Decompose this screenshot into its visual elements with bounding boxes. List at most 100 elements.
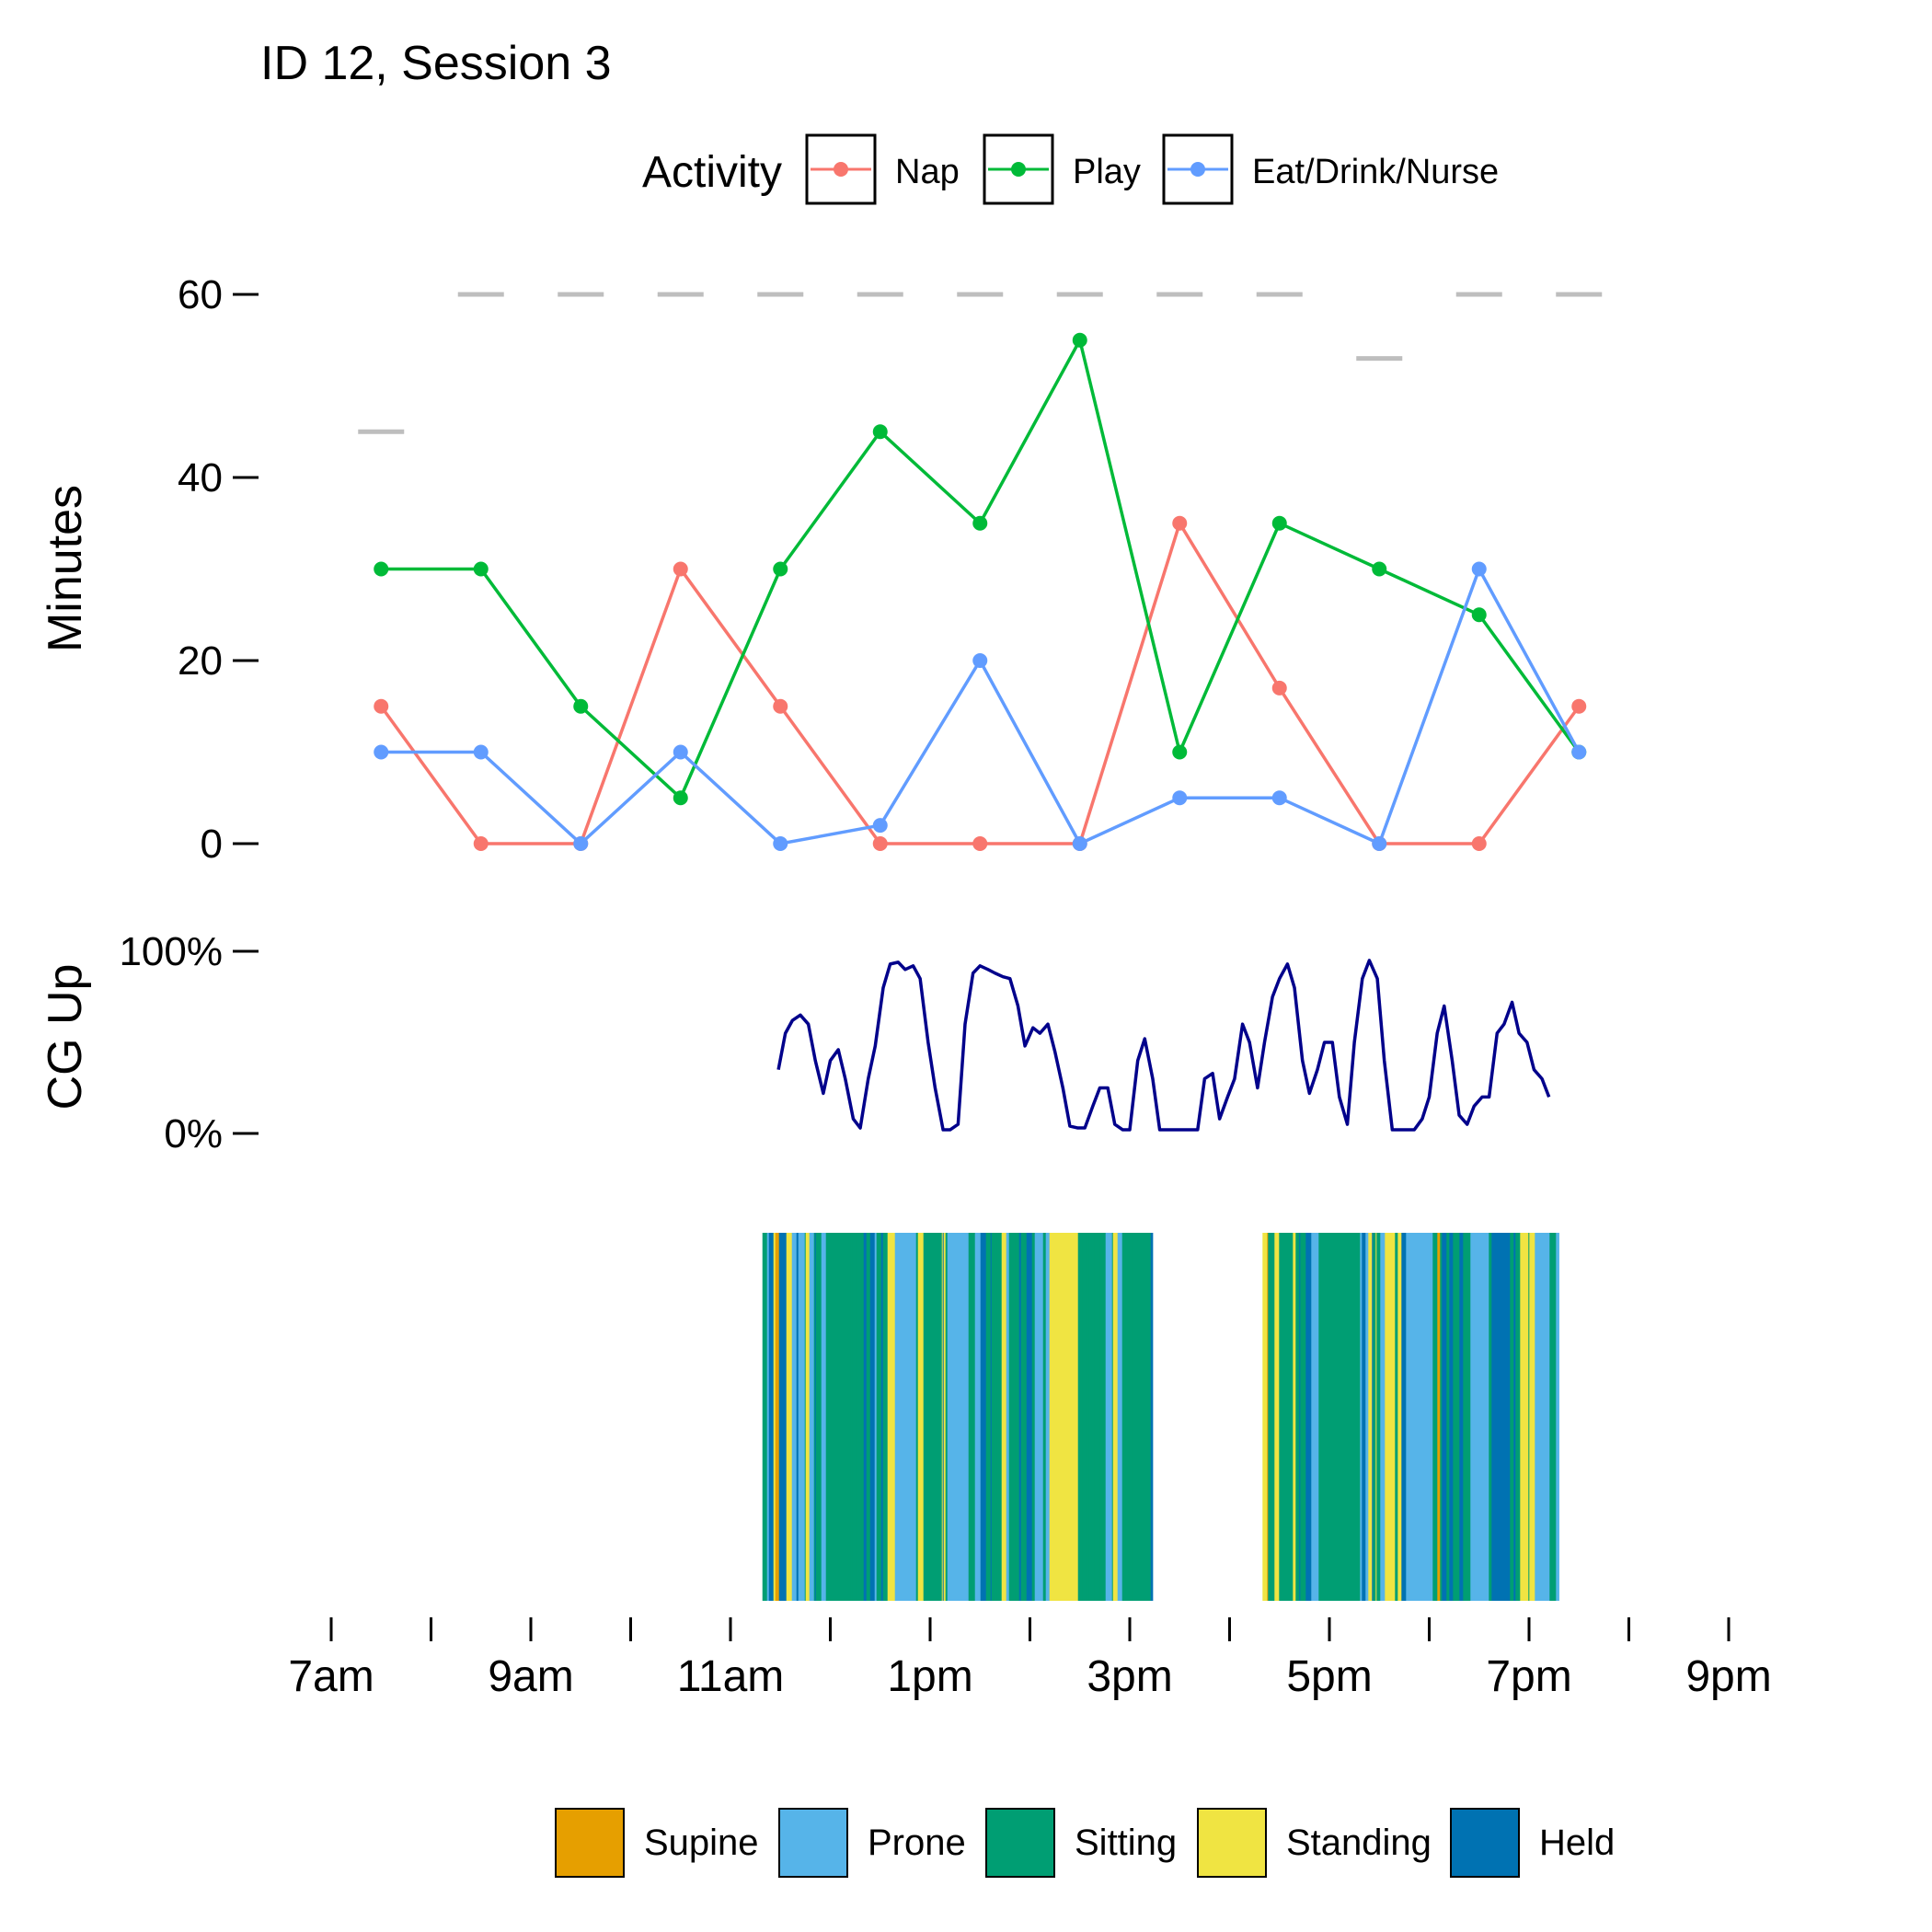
posture-stripe-sitting	[945, 1233, 949, 1601]
point-play	[473, 561, 489, 577]
posture-stripe-sitting	[1121, 1233, 1127, 1601]
point-play	[1172, 744, 1188, 760]
posture-stripe-sitting	[1088, 1233, 1096, 1601]
posture-stripe-sitting	[825, 1233, 852, 1601]
posture-stripe-supine	[1267, 1233, 1269, 1601]
posture-stripe-held	[1494, 1233, 1511, 1601]
posture-stripe-sitting	[1111, 1233, 1114, 1601]
posture-stripe-held	[1401, 1233, 1407, 1601]
posture-legend: Supine Prone Sitting Standing Held	[555, 1808, 1615, 1878]
posture-stripe-standing	[1385, 1233, 1390, 1601]
posture-stripe-standing	[887, 1233, 893, 1601]
posture-stripe-held	[1449, 1233, 1454, 1601]
point-eat	[673, 744, 688, 760]
posture-stripe-prone	[1037, 1233, 1044, 1601]
posture-stripe-sitting	[1489, 1233, 1492, 1601]
legend-label-standing: Standing	[1286, 1823, 1432, 1863]
posture-stripe-held	[869, 1233, 876, 1601]
cg-y-tick-label: 0%	[164, 1111, 223, 1156]
point-eat	[1072, 836, 1087, 851]
posture-stripe-sitting	[878, 1233, 882, 1601]
posture-stripe-prone	[1365, 1233, 1369, 1601]
point-eat	[573, 836, 589, 851]
x-tick-label: 9pm	[1685, 1652, 1771, 1701]
posture-stripe-prone	[974, 1233, 982, 1601]
posture-stripe-sitting	[1280, 1233, 1286, 1601]
posture-stripe-standing	[805, 1233, 811, 1601]
posture-stripe-sitting	[915, 1233, 919, 1601]
point-eat	[773, 836, 788, 851]
posture-stripe-held	[863, 1233, 867, 1601]
posture-stripe-sitting	[1295, 1233, 1300, 1601]
posture-stripe-sitting	[1279, 1233, 1281, 1601]
point-play	[773, 561, 788, 577]
posture-stripe-prone	[1383, 1233, 1386, 1601]
posture-stripe-sitting	[1015, 1233, 1020, 1601]
cg-y-tick-label: 100%	[119, 929, 223, 974]
posture-stripe-prone	[1470, 1233, 1475, 1601]
point-eat	[473, 744, 489, 760]
legend-swatch-held	[1450, 1808, 1520, 1878]
point-nap	[1571, 698, 1587, 714]
posture-stripe-prone	[874, 1233, 878, 1601]
legend-label-sitting: Sitting	[1075, 1823, 1177, 1863]
series-lines	[379, 335, 1581, 846]
posture-stripe-prone	[947, 1233, 970, 1601]
posture-stripe-sitting	[1270, 1233, 1275, 1601]
posture-stripe-sitting	[1008, 1233, 1011, 1601]
x-tick-label: 1pm	[887, 1652, 972, 1701]
posture-stripe-sitting	[1338, 1233, 1361, 1601]
posture-stripe-standing	[1522, 1233, 1524, 1601]
posture-stripe-held	[1018, 1233, 1022, 1601]
posture-stripe-sitting	[985, 1233, 992, 1601]
point-play	[673, 790, 688, 806]
legend-swatch-sitting	[985, 1808, 1055, 1878]
posture-stripe-standing	[1375, 1233, 1377, 1601]
posture-stripe-supine	[775, 1233, 780, 1601]
posture-stripe-sitting	[993, 1233, 998, 1601]
posture-stripe-standing	[917, 1233, 925, 1601]
point-eat	[1372, 836, 1387, 851]
posture-stripe-prone	[1311, 1233, 1317, 1601]
posture-stripe-sitting	[1550, 1233, 1557, 1601]
point-nap	[473, 836, 489, 851]
posture-stripe-held	[1513, 1233, 1516, 1601]
posture-stripe-sitting	[968, 1233, 972, 1601]
y-tick-label: 60	[178, 272, 223, 317]
posture-stripe-prone	[822, 1233, 827, 1601]
posture-stripe-held	[1026, 1233, 1033, 1601]
posture-stripe-prone	[1109, 1233, 1113, 1601]
posture-stripe-sitting	[1318, 1233, 1339, 1601]
posture-stripe-held	[814, 1233, 817, 1601]
posture-stripe-sitting	[1469, 1233, 1471, 1601]
posture-stripe-held	[1362, 1233, 1366, 1601]
posture-stripe-sitting	[1087, 1233, 1090, 1601]
point-play	[872, 424, 888, 440]
posture-stripe-sitting	[1510, 1233, 1514, 1601]
posture-stripe-sitting	[1009, 1233, 1017, 1601]
posture-stripe-held	[1372, 1233, 1374, 1601]
point-eat	[1172, 790, 1188, 806]
point-eat	[972, 653, 988, 668]
posture-stripe-sitting	[1463, 1233, 1469, 1601]
point-play	[1072, 332, 1087, 348]
posture-bars	[762, 1233, 1559, 1601]
x-tick-label: 7am	[288, 1652, 374, 1701]
posture-stripe-standing	[786, 1233, 793, 1601]
point-play	[573, 698, 589, 714]
cg-y-axis: 0% 100%	[119, 929, 259, 1156]
point-eat	[1271, 790, 1287, 806]
posture-stripe-sitting	[1440, 1233, 1443, 1601]
posture-stripe-prone	[1409, 1233, 1433, 1601]
legend-label-prone: Prone	[868, 1823, 966, 1863]
series-line-nap	[379, 519, 1581, 845]
legend-label-supine: Supine	[644, 1823, 759, 1863]
x-tick-label: 5pm	[1286, 1652, 1372, 1701]
posture-stripe-sitting	[852, 1233, 857, 1601]
point-play	[972, 515, 988, 531]
posture-stripe-sitting	[1268, 1233, 1271, 1601]
posture-stripe-sitting	[1031, 1233, 1036, 1601]
posture-stripe-held	[796, 1233, 799, 1601]
